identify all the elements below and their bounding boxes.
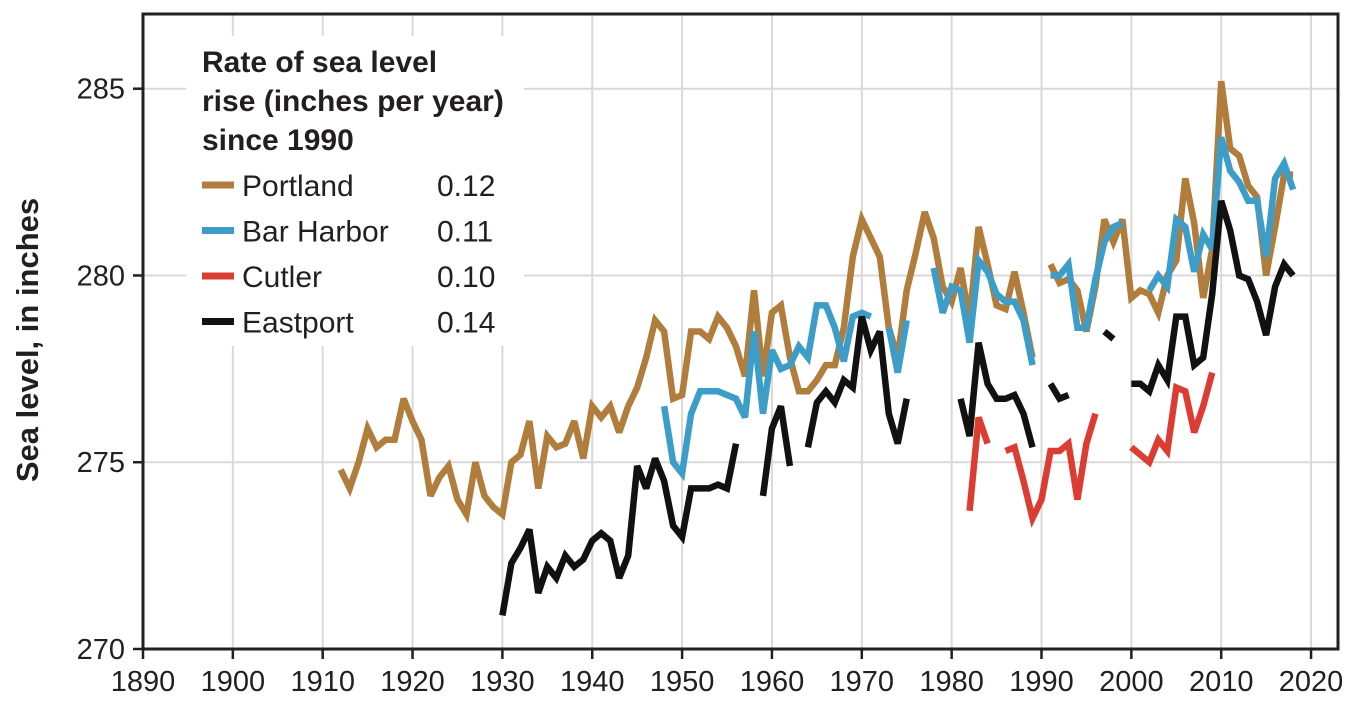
series-line-cutler: [966, 416, 991, 512]
x-tick-label: 1990: [1009, 666, 1074, 698]
x-tick-label: 2010: [1189, 666, 1254, 698]
axis-ticks: [133, 87, 1313, 659]
series-line-eastport: [1047, 382, 1070, 403]
legend-label-bar-harbor: Bar Harbor: [242, 216, 389, 249]
legend-title-line-2: rise (inches per year): [202, 85, 504, 118]
legend-label-cutler: Cutler: [242, 261, 322, 294]
legend-rate-portland: 0.12: [437, 170, 495, 203]
legend-rate-bar-harbor: 0.11: [437, 216, 493, 249]
legend: Rate of sea level rise (inches per year)…: [186, 36, 524, 346]
series-line-eastport: [1102, 329, 1116, 342]
y-tick-label: 275: [77, 447, 125, 479]
x-axis-tick-labels: 1890 1900 1910 1920 1930 1940 1950 1960 1970 1980…: [111, 666, 1344, 698]
series-line-portland: [337, 209, 1036, 524]
y-tick-label: 270: [77, 634, 125, 666]
legend-rate-cutler: 0.10: [437, 261, 495, 294]
legend-rate-eastport: 0.14: [437, 307, 495, 340]
series-line-eastport: [759, 404, 794, 497]
series-line-bar-harbor: [885, 319, 910, 374]
series-line-eastport: [1131, 199, 1296, 397]
x-tick-label: 2020: [1279, 666, 1344, 698]
series-line-bar-harbor: [930, 252, 1036, 366]
y-axis-tick-labels: 270 275 280 285: [77, 74, 125, 666]
legend-label-eastport: Eastport: [242, 307, 354, 340]
series-line-cutler: [1004, 412, 1099, 528]
legend-title-line-1: Rate of sea level: [202, 46, 437, 79]
series-line-eastport: [499, 442, 740, 616]
x-tick-label: 1950: [650, 666, 715, 698]
series-line-eastport: [804, 315, 910, 448]
x-tick-label: 1970: [830, 666, 895, 698]
y-tick-label: 280: [77, 260, 125, 292]
x-tick-label: 1980: [919, 666, 984, 698]
series-lines: [337, 80, 1297, 616]
plot-frame: [141, 12, 1340, 651]
series-line-cutler: [1129, 371, 1216, 468]
x-tick-label: 1910: [290, 666, 355, 698]
series-line-eastport: [957, 342, 1036, 449]
x-tick-label: 1960: [740, 666, 805, 698]
legend-label-portland: Portland: [242, 170, 354, 203]
legend-title-line-3: since 1990: [202, 124, 354, 157]
series-line-bar-harbor: [1050, 220, 1124, 332]
series-line-bar-harbor: [660, 302, 873, 482]
x-tick-label: 1900: [201, 666, 266, 698]
x-tick-label: 1930: [470, 666, 535, 698]
legend-background: [186, 36, 524, 346]
legend-entries: Portland 0.12 Bar Harbor 0.11 Cutler 0.10 East…: [202, 170, 495, 340]
x-tick-label: 1890: [111, 666, 176, 698]
x-tick-label: 1920: [380, 666, 445, 698]
series-line-bar-harbor: [1146, 136, 1297, 295]
x-tick-label: 2000: [1099, 666, 1164, 698]
y-axis-label: Sea level, in inches: [10, 198, 45, 482]
x-tick-label: 1940: [560, 666, 625, 698]
y-tick-label: 285: [77, 74, 125, 106]
